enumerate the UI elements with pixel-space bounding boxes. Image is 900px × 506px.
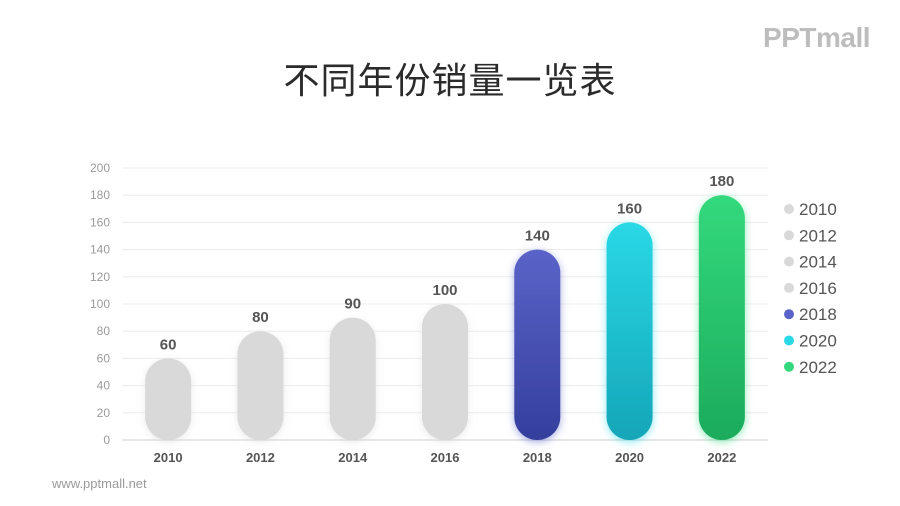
legend-marker [784,361,794,372]
legend-entry-2014: 2014 [799,253,837,272]
legend-entry-2012: 2012 [799,226,837,245]
bar-2016 [422,304,468,440]
y-tick-label: 140 [90,243,110,257]
y-tick-label: 80 [97,324,111,338]
value-labels: 60 80 90 100 140 160 180 [160,173,735,353]
legend-entry-2022: 2022 [799,358,837,377]
data-label-2020: 160 [617,200,642,217]
y-tick-label: 160 [90,215,110,229]
bar-2020 [606,222,653,440]
bars [145,195,745,440]
y-axis-ticks: 0 20 40 60 80 100 120 140 160 180 200 [90,161,110,447]
chart-title: 不同年份销量一览表 [283,61,617,102]
x-axis-ticks: 2010 2012 2014 2016 2018 2020 2022 [154,450,737,465]
x-tick-label: 2014 [338,450,368,465]
data-label-2016: 100 [432,282,457,299]
bar-2022 [698,195,745,440]
x-tick-label: 2018 [523,450,552,465]
legend: 2010 2012 2014 2016 2018 2020 2022 [784,200,837,377]
x-tick-label: 2022 [707,450,736,465]
bar-2010 [145,358,192,440]
y-tick-label: 120 [90,270,110,284]
legend-marker [784,282,794,293]
y-tick-label: 60 [97,351,111,365]
legend-entry-2010: 2010 [799,200,837,219]
legend-marker [784,204,794,214]
logo: PPTmall [763,22,870,53]
x-tick-label: 2020 [615,450,644,465]
footer-url: www.pptmall.net [52,476,147,491]
legend-entry-2018: 2018 [799,305,837,324]
legend-marker [784,256,794,267]
y-tick-label: 180 [90,188,110,202]
legend-marker [784,335,794,346]
legend-entry-2020: 2020 [799,332,837,351]
data-label-2012: 80 [252,309,269,326]
y-tick-label: 200 [90,161,110,175]
y-tick-label: 100 [90,297,110,311]
bar-2014 [329,317,376,440]
bar-2012 [237,331,284,440]
bar-2018 [514,249,561,440]
data-label-2010: 60 [160,336,177,353]
y-tick-label: 0 [103,433,110,447]
data-label-2014: 90 [344,296,361,313]
x-tick-label: 2012 [246,450,275,465]
legend-marker [784,230,794,241]
x-tick-label: 2010 [154,450,183,465]
y-tick-label: 20 [97,406,111,420]
data-label-2018: 140 [525,228,550,245]
y-tick-label: 40 [97,379,111,393]
data-label-2022: 180 [709,173,734,190]
x-tick-label: 2016 [431,450,460,465]
legend-marker [784,309,794,320]
legend-entry-2016: 2016 [799,279,837,298]
